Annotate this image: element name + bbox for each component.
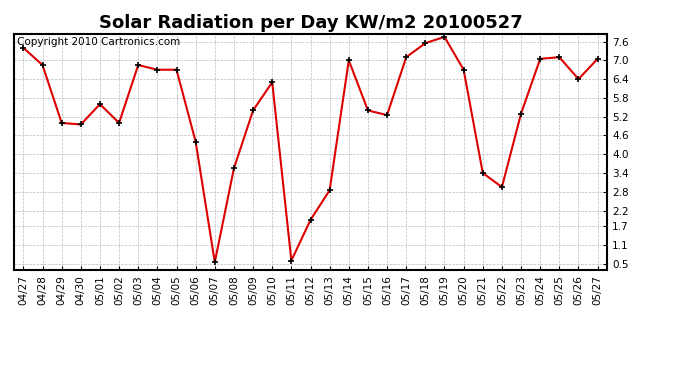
- Title: Solar Radiation per Day KW/m2 20100527: Solar Radiation per Day KW/m2 20100527: [99, 14, 522, 32]
- Text: Copyright 2010 Cartronics.com: Copyright 2010 Cartronics.com: [17, 37, 180, 47]
